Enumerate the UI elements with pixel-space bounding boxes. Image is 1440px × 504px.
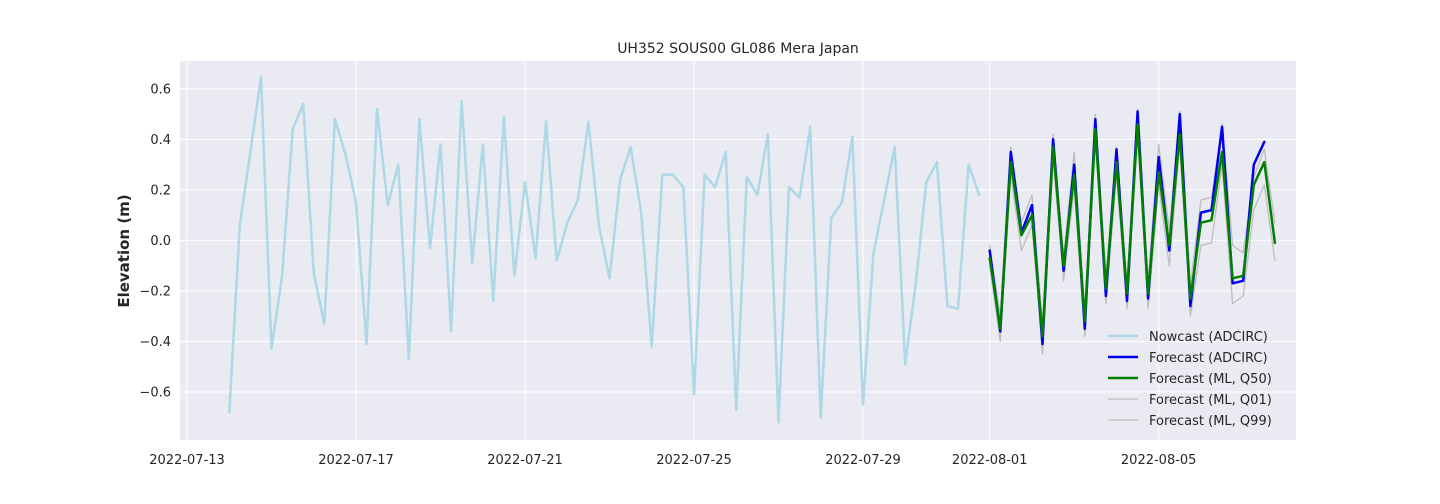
legend-label: Nowcast (ADCIRC) <box>1149 330 1268 345</box>
y-tick-label: 0.2 <box>150 183 171 198</box>
x-tick-labels: 2022-07-13 2022-07-17 2022-07-21 2022-07-25… <box>149 453 1196 468</box>
series-layer <box>228 74 1277 424</box>
y-tick-label: −0.2 <box>139 284 171 299</box>
forecast-ml-q50-line <box>988 122 1277 338</box>
x-tick-label: 2022-07-17 <box>318 453 394 468</box>
y-tick-label: −0.4 <box>139 335 171 350</box>
legend: Nowcast (ADCIRC) Forecast (ADCIRC) Forecas… <box>1108 330 1272 429</box>
x-tick-label: 2022-08-01 <box>952 453 1028 468</box>
y-tick-label: 0.6 <box>150 82 171 97</box>
chart-title: UH352 SOUS00 GL086 Mera Japan <box>617 41 859 57</box>
y-tick-labels: −0.6 −0.4 −0.2 0.0 0.2 0.4 0.6 <box>139 82 171 400</box>
y-tick-label: 0.4 <box>150 133 171 148</box>
legend-label: Forecast (ML, Q01) <box>1149 393 1272 408</box>
x-tick-label: 2022-07-29 <box>825 453 901 468</box>
x-tick-label: 2022-07-13 <box>149 453 225 468</box>
legend-label: Forecast (ML, Q99) <box>1149 414 1272 429</box>
y-tick-label: 0.0 <box>150 234 171 249</box>
x-tick-label: 2022-07-21 <box>487 453 563 468</box>
x-tick-label: 2022-07-25 <box>656 453 732 468</box>
legend-label: Forecast (ML, Q50) <box>1149 372 1272 387</box>
legend-label: Forecast (ADCIRC) <box>1149 351 1268 366</box>
nowcast-adcirc-line <box>228 74 981 424</box>
y-axis-label: Elevation (m) <box>115 194 133 307</box>
y-tick-label: −0.6 <box>139 385 171 400</box>
x-tick-label: 2022-08-05 <box>1121 453 1197 468</box>
